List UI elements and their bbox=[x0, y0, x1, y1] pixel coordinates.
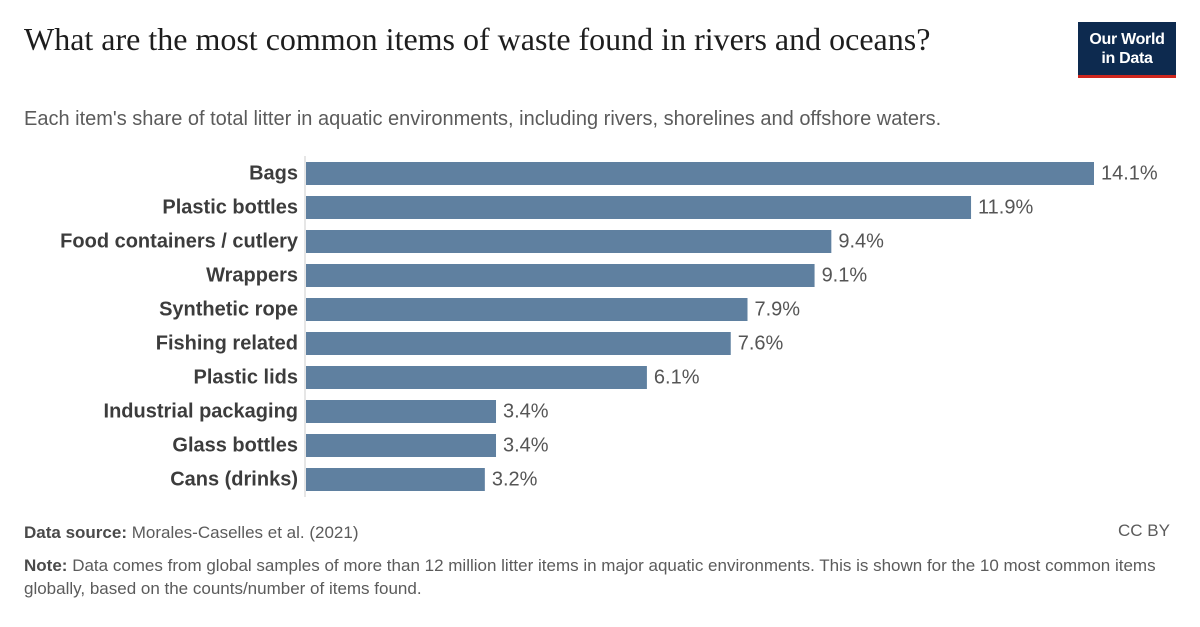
value-label: 11.9% bbox=[978, 197, 1033, 219]
category-label: Industrial packaging bbox=[104, 401, 298, 423]
bar[interactable] bbox=[306, 434, 497, 457]
value-label: 6.1% bbox=[654, 367, 700, 389]
value-label: 7.6% bbox=[738, 333, 784, 355]
category-label: Wrappers bbox=[206, 265, 298, 287]
category-label: Cans (drinks) bbox=[170, 469, 298, 491]
chart-title: What are the most common items of waste … bbox=[24, 21, 931, 57]
value-label: 3.4% bbox=[503, 435, 549, 457]
value-label: 9.4% bbox=[838, 231, 884, 253]
chart-note: Note: Data comes from global samples of … bbox=[24, 554, 1174, 600]
bar[interactable] bbox=[306, 230, 832, 253]
value-label: 3.2% bbox=[492, 469, 538, 491]
chart-subtitle: Each item's share of total litter in aqu… bbox=[24, 108, 942, 130]
category-label: Plastic bottles bbox=[162, 197, 298, 219]
logo-line-2: in Data bbox=[1101, 49, 1153, 67]
data-source-text[interactable]: Morales-Caselles et al. (2021) bbox=[131, 523, 359, 542]
value-label: 3.4% bbox=[503, 401, 549, 423]
bar[interactable] bbox=[306, 162, 1094, 185]
value-label: 7.9% bbox=[755, 299, 801, 321]
data-source-label: Data source: bbox=[24, 523, 127, 542]
category-label: Synthetic rope bbox=[159, 299, 298, 321]
category-label: Bags bbox=[249, 163, 298, 185]
logo-line-1: Our World bbox=[1089, 30, 1165, 48]
bar[interactable] bbox=[306, 298, 748, 321]
bar[interactable] bbox=[306, 332, 731, 355]
category-label: Fishing related bbox=[156, 333, 298, 355]
bar-chart: Bags 14.1% Plastic bottles 11.9% Food contai… bbox=[60, 156, 1158, 497]
value-label: 14.1% bbox=[1101, 163, 1158, 185]
owid-logo[interactable]: Our World in Data bbox=[1078, 22, 1176, 78]
bar[interactable] bbox=[306, 264, 815, 287]
value-label: 9.1% bbox=[822, 265, 868, 287]
note-text: Data comes from global samples of more t… bbox=[24, 556, 1156, 598]
data-source: Data source: Morales-Caselles et al. (20… bbox=[24, 521, 358, 544]
license[interactable]: CC BY bbox=[1118, 521, 1170, 540]
category-label: Food containers / cutlery bbox=[60, 231, 299, 253]
bar[interactable] bbox=[306, 468, 485, 491]
bar[interactable] bbox=[306, 400, 497, 423]
bar[interactable] bbox=[306, 366, 647, 389]
note-label: Note: bbox=[24, 556, 68, 575]
bar[interactable] bbox=[306, 196, 972, 219]
category-label: Glass bottles bbox=[172, 435, 298, 457]
category-label: Plastic lids bbox=[194, 367, 299, 389]
